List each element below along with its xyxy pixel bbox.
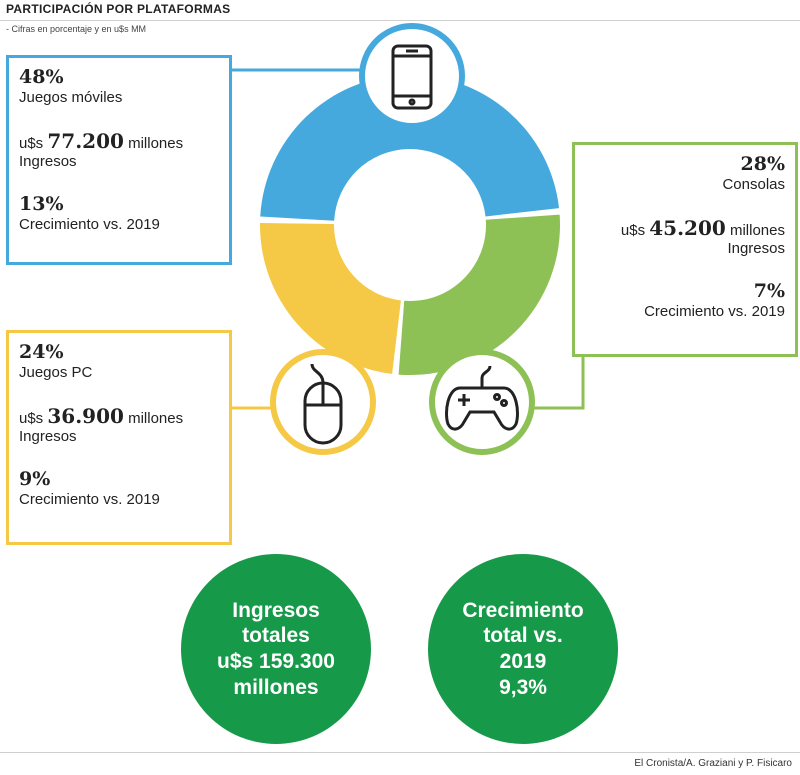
consoles-info-box: 28% Consolas u$s 45.200 millones Ingreso… xyxy=(572,142,798,357)
title-divider xyxy=(0,20,800,21)
consoles-label: Consolas xyxy=(722,175,785,193)
growth-line-1: Crecimiento xyxy=(462,598,584,622)
total-line-4: millones xyxy=(233,675,319,699)
smartphone-icon xyxy=(391,44,433,110)
consoles-share: 28% xyxy=(740,153,786,175)
mobile-growth-label: Crecimiento vs. 2019 xyxy=(19,215,160,233)
total-line-2: totales xyxy=(242,624,310,648)
pc-info-box: 24% Juegos PC u$s 36.900 millones Ingres… xyxy=(6,330,232,545)
growth-line-3: 2019 xyxy=(499,650,547,673)
donut-slices xyxy=(260,75,560,376)
pc-revenue-label: Ingresos xyxy=(19,427,77,445)
mobile-share: 48% xyxy=(19,66,64,88)
source-credit: El Cronista/A. Graziani y P. Fisicaro xyxy=(634,758,792,769)
consoles-growth-label: Crecimiento vs. 2019 xyxy=(644,302,785,320)
chart-title: PARTICIPACIÓN POR PLATAFORMAS xyxy=(6,2,231,16)
consoles-badge xyxy=(429,349,535,455)
growth-line-4: 9,3% xyxy=(499,675,547,699)
mobile-slice xyxy=(260,75,560,221)
pc-growth-label: Crecimiento vs. 2019 xyxy=(19,490,160,508)
pc-slice xyxy=(260,223,401,374)
pc-revenue-value: 36.900 xyxy=(47,403,124,428)
mouse-icon xyxy=(303,363,343,445)
gamepad-icon xyxy=(445,365,519,431)
mobile-badge xyxy=(359,23,465,129)
mobile-revenue-label: Ingresos xyxy=(19,152,77,170)
pc-label: Juegos PC xyxy=(19,363,93,381)
pc-growth: 9% xyxy=(19,467,51,490)
platform-icons xyxy=(270,23,535,455)
consoles-connector xyxy=(520,357,585,410)
total-line-3: u$s 159.300 xyxy=(217,650,335,673)
connector-lines xyxy=(232,68,585,410)
consoles-revenue-value: 45.200 xyxy=(649,215,726,240)
mobile-revenue: u$s 77.200 millones xyxy=(19,128,184,153)
donut-chart xyxy=(232,23,585,455)
total-line-1: Ingresos xyxy=(232,598,320,622)
mobile-label: Juegos móviles xyxy=(19,88,123,106)
consoles-revenue: u$s 45.200 millones xyxy=(620,215,785,240)
consoles-slice xyxy=(398,214,560,376)
growth-line-2: total vs. xyxy=(483,624,563,648)
pc-revenue: u$s 36.900 millones xyxy=(19,403,184,428)
footer-divider xyxy=(0,752,800,753)
mobile-growth: 13% xyxy=(19,192,64,215)
pc-share: 24% xyxy=(19,341,64,363)
consoles-growth: 7% xyxy=(753,279,785,302)
total-revenue-circle: Ingresos totales u$s 159.300 millones xyxy=(181,554,371,744)
mobile-info-box: 48% Juegos móviles u$s 77.200 millones I… xyxy=(6,55,232,265)
total-growth-circle: Crecimiento total vs. 2019 9,3% xyxy=(428,554,618,744)
mobile-revenue-value: 77.200 xyxy=(47,128,124,153)
chart-subtitle: - Cifras en porcentaje y en u$s MM xyxy=(6,24,147,34)
consoles-revenue-label: Ingresos xyxy=(727,239,785,257)
